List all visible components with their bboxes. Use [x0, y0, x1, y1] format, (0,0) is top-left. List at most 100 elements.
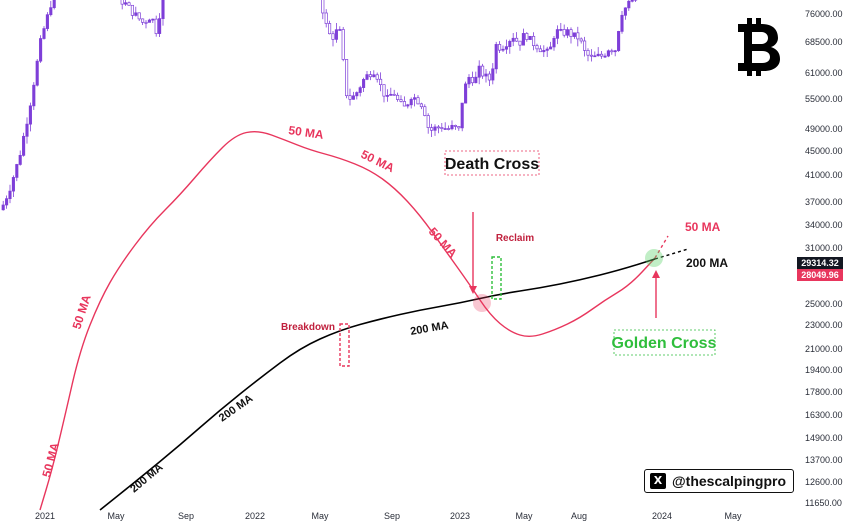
- candle-body: [372, 74, 376, 78]
- candle-body: [555, 29, 559, 39]
- candle: [491, 63, 495, 85]
- price-tick-label: 49000.00: [805, 124, 843, 134]
- death-cross-label: Death Cross: [445, 156, 539, 173]
- candle: [508, 39, 512, 54]
- candle-body: [562, 29, 566, 36]
- candle-body: [413, 97, 417, 100]
- candle: [392, 89, 396, 96]
- candle: [494, 41, 498, 74]
- price-tick-label: 41000.00: [805, 170, 843, 180]
- candle-body: [450, 124, 454, 130]
- candle: [402, 96, 406, 107]
- candle: [555, 25, 559, 45]
- candle-body: [11, 177, 15, 192]
- price-tick-label: 17800.00: [805, 387, 843, 397]
- price-tick-label: 31000.00: [805, 243, 843, 253]
- candle-body: [402, 101, 406, 107]
- candle: [440, 122, 444, 132]
- reclaim-box: [491, 256, 502, 300]
- candle: [623, 7, 627, 20]
- candle-body: [521, 33, 525, 46]
- candle-body: [406, 104, 410, 107]
- candle-body: [120, 0, 124, 5]
- price-tick-label: 16300.00: [805, 410, 843, 420]
- candle: [630, 0, 634, 3]
- candle: [504, 39, 508, 54]
- candle: [399, 95, 403, 103]
- candle: [579, 37, 583, 44]
- candle-body: [348, 95, 352, 100]
- candle: [15, 163, 19, 182]
- candle-body: [470, 76, 474, 84]
- candle-body: [589, 54, 593, 57]
- candle-body: [331, 33, 335, 40]
- price-tick-label: 68500.00: [805, 37, 843, 47]
- candle: [521, 28, 525, 46]
- candle-body: [389, 93, 393, 96]
- candle: [460, 102, 464, 132]
- candle-body: [538, 48, 542, 53]
- candle-body: [501, 48, 505, 51]
- candle: [328, 20, 332, 35]
- candle: [8, 184, 12, 204]
- candle: [600, 51, 604, 59]
- candle: [147, 18, 151, 23]
- price-tick-label: 13700.00: [805, 455, 843, 465]
- candle-body: [518, 40, 522, 46]
- time-axis: 2021 May Sep 2022 May Sep 2023 May Aug 2024 May: [35, 511, 742, 521]
- candle-body: [508, 41, 512, 47]
- candle: [457, 125, 461, 131]
- candle-body: [433, 126, 437, 131]
- ma200-line: [99, 258, 656, 511]
- price-tick-label: 61000.00: [805, 68, 843, 78]
- candle-body: [8, 190, 12, 200]
- candle: [447, 125, 451, 131]
- candle-body: [579, 38, 583, 42]
- price-tick-label: 23000.00: [805, 320, 843, 330]
- candle: [28, 102, 32, 132]
- time-tick-label: May: [515, 511, 533, 521]
- candle-body: [130, 4, 134, 16]
- candle-body: [392, 93, 396, 96]
- candle: [331, 30, 335, 47]
- candle-body: [440, 127, 444, 129]
- golden-cross-arrowhead: [652, 270, 660, 278]
- candle-body: [515, 37, 519, 42]
- death-cross-marker: [473, 294, 491, 312]
- candle-body: [464, 83, 468, 104]
- candle-body: [324, 12, 328, 24]
- candle: [484, 69, 488, 83]
- candle-body: [430, 127, 434, 131]
- candle: [413, 93, 417, 107]
- candle: [464, 81, 468, 104]
- candle-body: [610, 50, 614, 53]
- price-tick-label: 14900.00: [805, 433, 843, 443]
- price-tick-label: 45000.00: [805, 146, 843, 156]
- candle-body: [436, 126, 440, 129]
- candle-body: [532, 35, 536, 46]
- time-tick-label: May: [311, 511, 329, 521]
- candle: [576, 26, 580, 47]
- candle: [518, 40, 522, 51]
- candle-body: [28, 105, 32, 125]
- candle-body: [399, 99, 403, 102]
- candle: [409, 97, 413, 109]
- price-tick-label: 11650.00: [805, 498, 842, 508]
- candle: [477, 60, 481, 85]
- candle-body: [375, 74, 379, 80]
- candle-body: [338, 29, 342, 31]
- candle-body: [525, 33, 529, 40]
- breakdown-box: [339, 323, 350, 367]
- golden-cross-label: Golden Cross: [612, 335, 717, 352]
- ma200-label: 200 MA: [686, 256, 728, 270]
- candle-body: [42, 28, 46, 39]
- candle-body: [321, 0, 325, 14]
- candle-body: [151, 18, 155, 21]
- watermark-badge: X @thescalpingpro: [644, 469, 794, 493]
- ma50-line: [39, 130, 656, 511]
- candle: [365, 71, 369, 81]
- candle: [538, 45, 542, 53]
- candle-body: [328, 23, 332, 35]
- candle: [542, 45, 546, 57]
